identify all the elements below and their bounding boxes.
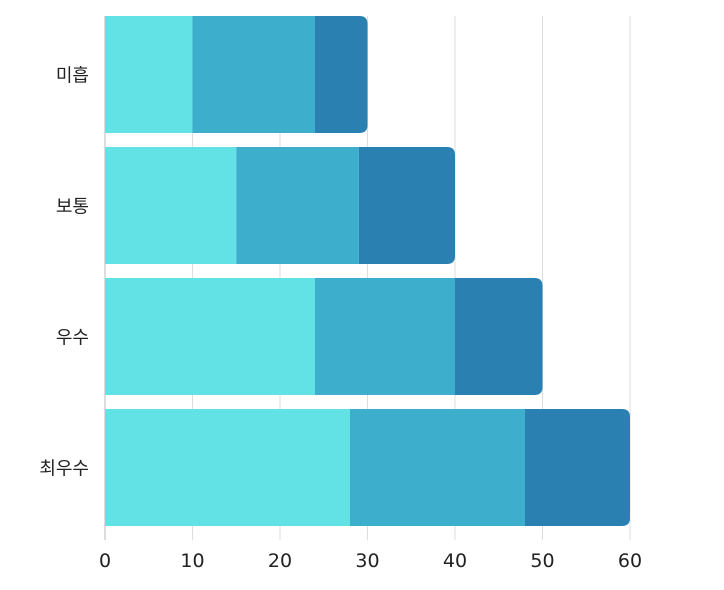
- x-tick-label: 10: [180, 550, 204, 572]
- x-tick-label: 50: [530, 550, 554, 572]
- bar-segment: [525, 409, 630, 526]
- x-tick-label: 60: [618, 550, 642, 572]
- x-axis: 0 10 20 30 40 50 60: [99, 550, 642, 572]
- category-label: 우수: [56, 328, 89, 349]
- x-tick-label: 30: [355, 550, 379, 572]
- bar-segment: [315, 278, 455, 395]
- bar-segment: [105, 278, 315, 395]
- x-tick-label: 40: [443, 550, 467, 572]
- bar-segment: [105, 409, 350, 526]
- bar-segment: [315, 16, 368, 133]
- bars: [105, 16, 630, 526]
- bar-segment: [455, 278, 543, 395]
- x-tick-label: 0: [99, 550, 111, 572]
- bar-segment: [192, 16, 315, 133]
- bar-segment: [358, 147, 455, 264]
- category-label: 미흡: [56, 66, 89, 87]
- bar-segment: [105, 16, 193, 133]
- category-label: 최우수: [39, 459, 89, 480]
- bar-segment: [350, 409, 525, 526]
- bar-segment: [105, 147, 237, 264]
- category-label: 보통: [56, 197, 89, 218]
- x-tick-label: 20: [268, 550, 292, 572]
- bar-segment: [236, 147, 359, 264]
